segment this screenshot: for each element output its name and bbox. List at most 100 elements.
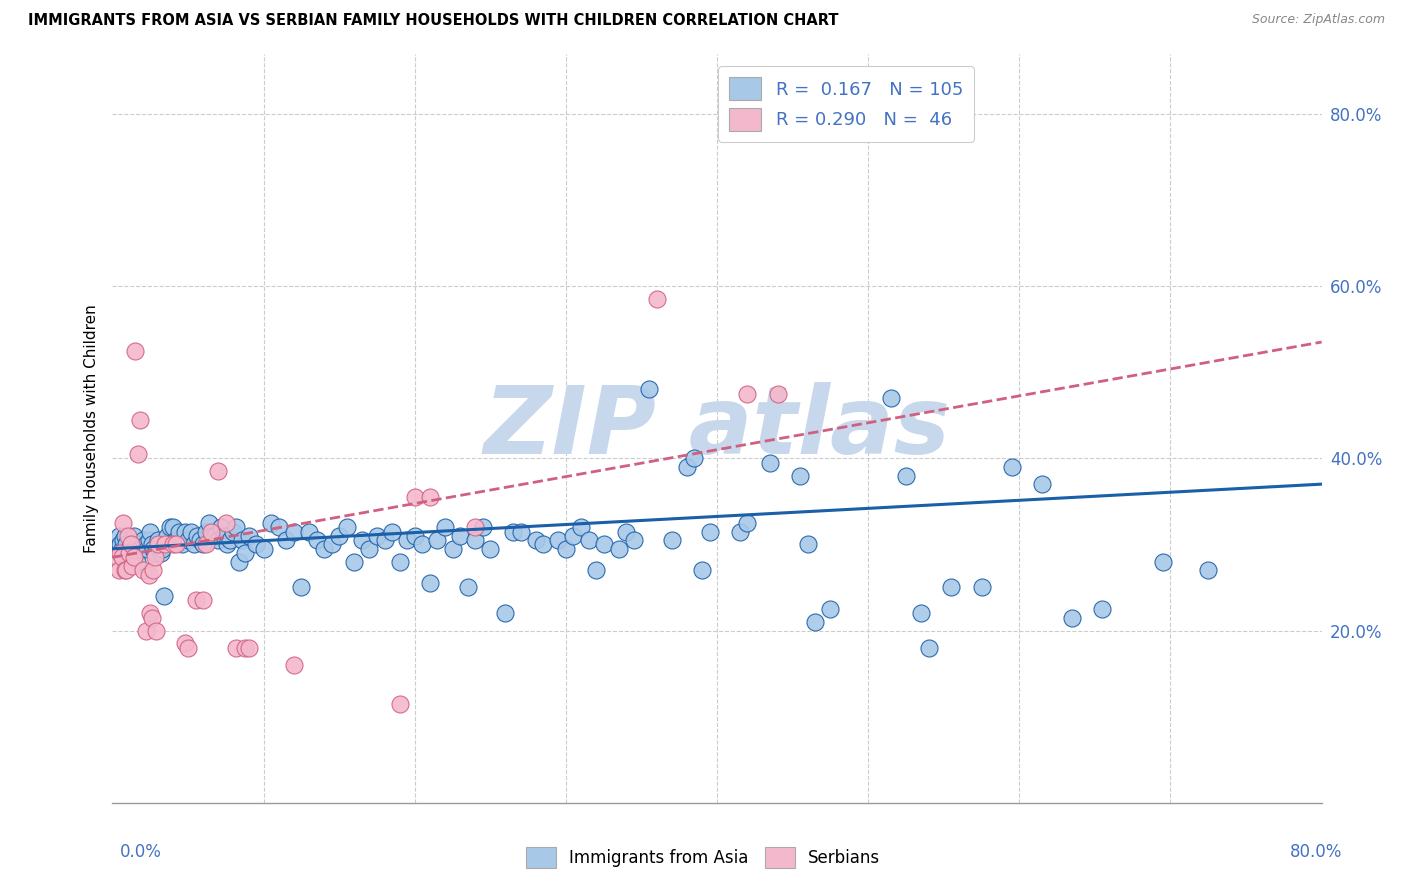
Point [141,537,163,551]
Point [108,546,131,560]
Point [183,537,205,551]
Point [167,524,190,539]
Point [156,529,179,543]
Point [124,343,146,358]
Point [118,546,141,560]
Point [162,520,184,534]
Point [910,607,932,621]
Point [214,529,236,543]
Point [153,589,176,603]
Point [585,563,607,577]
Point [107,529,129,543]
Point [195,524,218,539]
Point [235,546,257,560]
Point [820,602,842,616]
Point [411,537,433,551]
Point [419,576,441,591]
Point [789,468,811,483]
Point [177,640,200,655]
Point [245,537,267,551]
Point [381,524,404,539]
Point [1001,459,1024,474]
Point [1091,602,1114,616]
Point [159,520,181,534]
Point [502,524,524,539]
Point [114,529,136,543]
Point [143,546,166,560]
Point [127,447,149,461]
Point [132,533,155,548]
Point [207,533,229,548]
Point [132,563,155,577]
Point [127,537,149,551]
Point [970,581,993,595]
Y-axis label: Family Households with Children: Family Households with Children [83,304,98,552]
Point [509,524,531,539]
Point [112,533,135,548]
Point [238,529,260,543]
Point [1152,555,1174,569]
Point [471,520,494,534]
Point [449,529,471,543]
Point [267,520,290,534]
Point [616,524,638,539]
Point [135,624,157,638]
Point [441,541,464,556]
Point [204,529,226,543]
Text: 80.0%: 80.0% [1291,843,1343,861]
Point [235,640,257,655]
Point [524,533,547,548]
Point [107,563,129,577]
Point [562,529,585,543]
Point [796,537,818,551]
Point [135,537,157,551]
Point [918,640,941,655]
Point [737,386,759,401]
Point [209,520,232,534]
Point [314,541,336,556]
Point [162,537,184,551]
Point [607,541,630,556]
Point [479,541,502,556]
Point [195,537,218,551]
Point [388,697,411,711]
Point [201,529,224,543]
Point [150,541,173,556]
Point [366,529,388,543]
Point [142,563,165,577]
Text: Source: ZipAtlas.com: Source: ZipAtlas.com [1251,13,1385,27]
Point [433,520,456,534]
Point [941,581,963,595]
Point [661,533,683,548]
Point [136,541,159,556]
Point [122,529,145,543]
Point [155,537,177,551]
Point [404,490,426,504]
Point [114,563,136,577]
Point [191,593,214,607]
Point [225,520,247,534]
Point [880,391,903,405]
Point [690,563,713,577]
Point [121,558,143,573]
Point [128,541,150,556]
Point [142,541,165,556]
Point [592,537,614,551]
Point [115,563,138,577]
Point [110,541,132,556]
Point [105,541,128,556]
Point [737,516,759,530]
Point [260,516,283,530]
Point [305,533,328,548]
Point [219,533,242,548]
Point [128,412,150,426]
Point [222,524,245,539]
Point [1062,610,1084,624]
Point [276,533,298,548]
Point [495,607,517,621]
Point [198,516,221,530]
Point [457,581,479,595]
Text: 0.0%: 0.0% [120,843,162,861]
Point [121,546,143,560]
Point [404,529,426,543]
